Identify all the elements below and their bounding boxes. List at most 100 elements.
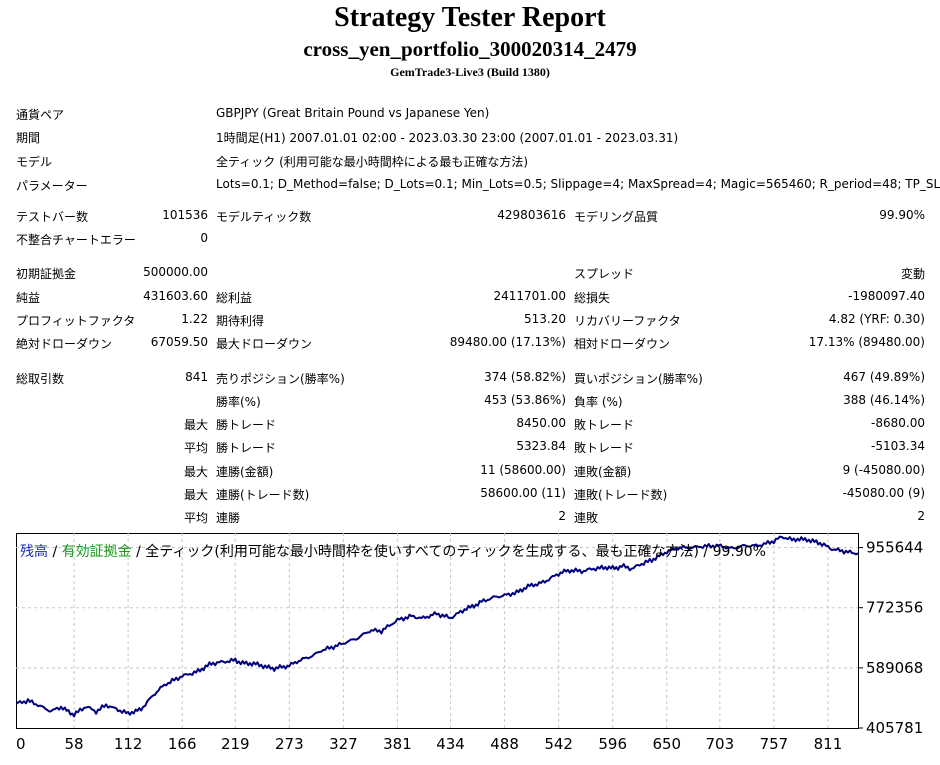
stat-value: 11 (58600.00) bbox=[480, 463, 566, 477]
x-tick-label: 488 bbox=[490, 735, 519, 753]
x-tick-label: 112 bbox=[114, 735, 143, 753]
x-tick-label: 434 bbox=[436, 735, 465, 753]
stat-label: 連勝 bbox=[216, 511, 241, 525]
stat-value: 101536 bbox=[162, 208, 208, 222]
stat-label: 初期証拠金 bbox=[16, 267, 77, 281]
stat-value: 500000.00 bbox=[143, 265, 208, 279]
info-value: GBPJPY (Great Britain Pound vs Japanese … bbox=[216, 106, 490, 120]
stat-value: 513.20 bbox=[524, 312, 566, 326]
server-build: GemTrade3-Live3 (Build 1380) bbox=[390, 65, 550, 79]
stat-value: -8680.00 bbox=[871, 416, 925, 430]
stat-value: 99.90% bbox=[879, 208, 925, 222]
stat-value: 9 (-45080.00) bbox=[842, 463, 925, 477]
stat-value: 2 bbox=[558, 509, 566, 523]
legend-equity: 有効証拠金 bbox=[61, 544, 132, 560]
stat-value: 58600.00 (11) bbox=[480, 486, 566, 500]
ea-name: cross_yen_portfolio_300020314_2479 bbox=[303, 37, 637, 61]
stats-row: 絶対ドローダウン 67059.50 最大ドローダウン 89480.00 (17.13%… bbox=[0, 333, 940, 353]
stats-row: 不整合チャートエラー 0 bbox=[0, 229, 940, 249]
info-row: 期間 1時間足(H1) 2007.01.01 02:00 - 2023.03.30… bbox=[0, 127, 940, 147]
legend-separator: / bbox=[131, 544, 146, 560]
stat-label: スプレッド bbox=[574, 267, 635, 281]
stat-value: 8450.00 bbox=[516, 416, 566, 430]
chart-legend: 残高 / 有効証拠金 / 全ティック(利用可能な最小時間枠を使いすべてのティック… bbox=[20, 541, 766, 561]
stat-value: 5323.84 bbox=[516, 439, 566, 453]
info-row: パラメーター Lots=0.1; D_Method=false; D_Lots=0… bbox=[0, 175, 940, 195]
stat-label: 連勝(金額) bbox=[216, 465, 274, 479]
x-tick-label: 703 bbox=[706, 735, 735, 753]
info-label: 期間 bbox=[16, 131, 41, 145]
stat-label: 連敗(トレード数) bbox=[574, 488, 668, 502]
stat-label: 総取引数 bbox=[16, 372, 65, 386]
stat-value: 最大 bbox=[183, 488, 208, 502]
stat-value: 最大 bbox=[183, 418, 208, 432]
stat-label: 敗トレード bbox=[574, 418, 635, 432]
info-value: Lots=0.1; D_Method=false; D_Lots=0.1; Mi… bbox=[216, 177, 940, 191]
stat-value: 2411701.00 bbox=[493, 289, 566, 303]
stat-value: 変動 bbox=[900, 267, 925, 281]
x-tick-label: 381 bbox=[383, 735, 412, 753]
x-tick-label: 327 bbox=[329, 735, 358, 753]
stat-label: リカバリーファクタ bbox=[574, 314, 681, 328]
stat-label: 売りポジション(勝率%) bbox=[216, 372, 345, 386]
balance-line bbox=[15, 535, 859, 718]
x-tick-label: 650 bbox=[652, 735, 681, 753]
stat-value: 4.82 (YRF: 0.30) bbox=[828, 312, 925, 326]
legend-balance: 残高 bbox=[20, 544, 48, 560]
info-value: 全ティック (利用可能な最小時間枠による最も正確な方法) bbox=[216, 155, 529, 169]
stat-label: 最大ドローダウン bbox=[216, 337, 313, 351]
stat-value: -1980097.40 bbox=[848, 289, 925, 303]
stat-label: 絶対ドローダウン bbox=[16, 337, 113, 351]
stat-label: 不整合チャートエラー bbox=[16, 233, 136, 247]
info-row: モデル 全ティック (利用可能な最小時間枠による最も正確な方法) bbox=[0, 151, 940, 171]
y-tick-label: 405781 bbox=[866, 719, 923, 737]
stat-value: 374 (58.82%) bbox=[484, 370, 566, 384]
stats-row: 平均 連勝 2 連敗 2 bbox=[0, 507, 940, 527]
stat-value: 89480.00 (17.13%) bbox=[449, 335, 566, 349]
stat-label: 相対ドローダウン bbox=[574, 337, 671, 351]
stat-label: 勝トレード bbox=[216, 441, 277, 455]
stats-row: 最大 勝トレード 8450.00 敗トレード -8680.00 bbox=[0, 414, 940, 434]
stat-value: 17.13% (89480.00) bbox=[808, 335, 925, 349]
stat-label: 純益 bbox=[16, 291, 41, 305]
stat-label: 敗トレード bbox=[574, 441, 635, 455]
stat-value: 429803616 bbox=[497, 208, 566, 222]
stat-label: 連敗 bbox=[574, 511, 599, 525]
stat-value: 431603.60 bbox=[143, 289, 208, 303]
stats-row: 純益 431603.60 総利益 2411701.00 総損失 -1980097.40 bbox=[0, 287, 940, 307]
stats-row: 最大 連勝(トレード数) 58600.00 (11) 連敗(トレード数) -45080.… bbox=[0, 484, 940, 504]
balance-chart: 0 58 112 166 219 273 327 381 434 488 542 596 650 703 7… bbox=[15, 533, 940, 761]
stat-label: 勝トレード bbox=[216, 418, 277, 432]
stat-value: 388 (46.14%) bbox=[843, 393, 925, 407]
stat-value: 467 (49.89%) bbox=[843, 370, 925, 384]
info-value: 1時間足(H1) 2007.01.01 02:00 - 2023.03.30 2… bbox=[216, 131, 679, 145]
stats-row: 総取引数 841 売りポジション(勝率%) 374 (58.82%) 買いポジション(勝… bbox=[0, 368, 940, 388]
y-tick-label: 772356 bbox=[866, 599, 923, 617]
stat-label: 連勝(トレード数) bbox=[216, 488, 310, 502]
x-tick-label: 757 bbox=[760, 735, 789, 753]
stat-label: テストバー数 bbox=[16, 210, 89, 224]
y-tick-label: 589068 bbox=[866, 659, 923, 677]
x-tick-label: 166 bbox=[168, 735, 197, 753]
stat-value: 1.22 bbox=[181, 312, 208, 326]
stats-row: 平均 勝トレード 5323.84 敗トレード -5103.34 bbox=[0, 437, 940, 457]
x-tick-label: 542 bbox=[544, 735, 573, 753]
stat-label: 連敗(金額) bbox=[574, 465, 632, 479]
balance-chart-svg: 0 58 112 166 219 273 327 381 434 488 542 596 650 703 7… bbox=[15, 533, 923, 753]
info-row: 通貨ペア GBPJPY (Great Britain Pound vs Japan… bbox=[0, 104, 940, 124]
stat-label: 負率 (%) bbox=[574, 395, 623, 409]
plot-frame bbox=[16, 533, 859, 729]
stats-row: 初期証拠金 500000.00 スプレッド 変動 bbox=[0, 263, 940, 283]
stat-label: 期待利得 bbox=[216, 314, 265, 328]
x-tick-label: 596 bbox=[598, 735, 627, 753]
x-tick-label: 219 bbox=[221, 735, 250, 753]
stat-value: -5103.34 bbox=[871, 439, 925, 453]
legend-separator: / bbox=[48, 544, 62, 560]
stat-value: -45080.00 (9) bbox=[842, 486, 925, 500]
y-tick-label: 955644 bbox=[866, 539, 923, 557]
stat-label: 買いポジション(勝率%) bbox=[574, 372, 703, 386]
info-label: 通貨ペア bbox=[16, 108, 65, 122]
stat-value: 0 bbox=[200, 231, 208, 245]
stat-value: 最大 bbox=[183, 465, 208, 479]
stats-row: テストバー数 101536 モデルティック数 429803616 モデリング品質 99.9… bbox=[0, 206, 940, 226]
